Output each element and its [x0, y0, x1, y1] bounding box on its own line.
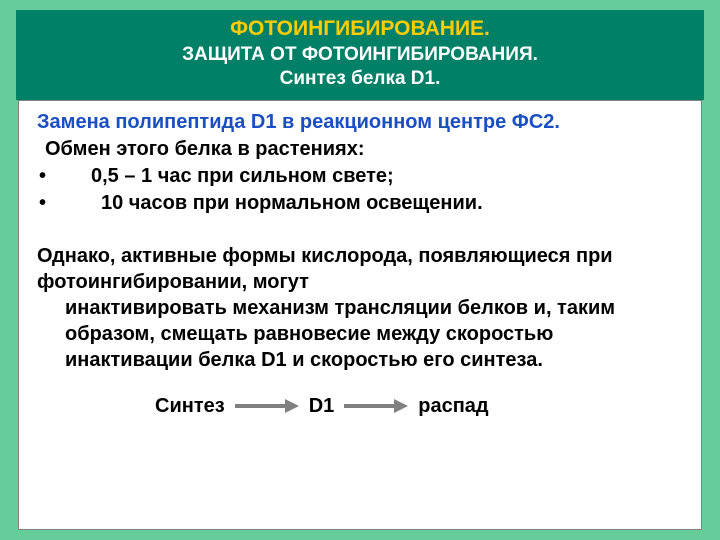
slide-header: ФОТОИНГИБИРОВАНИЕ. ЗАЩИТА ОТ ФОТОИНГИБИР…	[16, 10, 704, 100]
bullet-list: • 0,5 – 1 час при сильном свете; • 10 ча…	[37, 163, 683, 217]
bullet-item: • 0,5 – 1 час при сильном свете;	[39, 163, 683, 190]
header-title-1: ФОТОИНГИБИРОВАНИЕ.	[24, 16, 696, 43]
blue-heading: Замена полипептида D1 в реакционном цент…	[37, 109, 683, 136]
arrow-icon	[235, 399, 299, 413]
intro-line: Обмен этого белка в растениях:	[37, 136, 683, 163]
bullet-text: 10 часов при нормальном освещении.	[77, 190, 483, 217]
content-wrapper: Замена полипептида D1 в реакционном цент…	[16, 100, 704, 530]
arrow-icon	[344, 399, 408, 413]
bullet-marker: •	[39, 163, 77, 190]
header-title-3: Синтез белка D1.	[24, 67, 696, 91]
bullet-marker: •	[39, 190, 77, 217]
paragraph-body: инактивировать механизм трансляции белко…	[37, 295, 683, 373]
spacer	[37, 217, 683, 243]
paragraph: Однако, активные формы кислорода, появля…	[37, 243, 683, 373]
paragraph-first-lines: Однако, активные формы кислорода, появля…	[37, 243, 683, 295]
bullet-text: 0,5 – 1 час при сильном свете;	[77, 163, 394, 190]
word-decay: распад	[418, 395, 488, 418]
bullet-item: • 10 часов при нормальном освещении.	[39, 190, 683, 217]
word-synthesis: Синтез	[155, 395, 225, 418]
synthesis-row: Синтез D1 распад	[37, 395, 683, 418]
header-title-2: ЗАЩИТА ОТ ФОТОИНГИБИРОВАНИЯ.	[24, 43, 696, 67]
word-d1: D1	[309, 395, 335, 418]
content-box: Замена полипептида D1 в реакционном цент…	[18, 100, 702, 530]
